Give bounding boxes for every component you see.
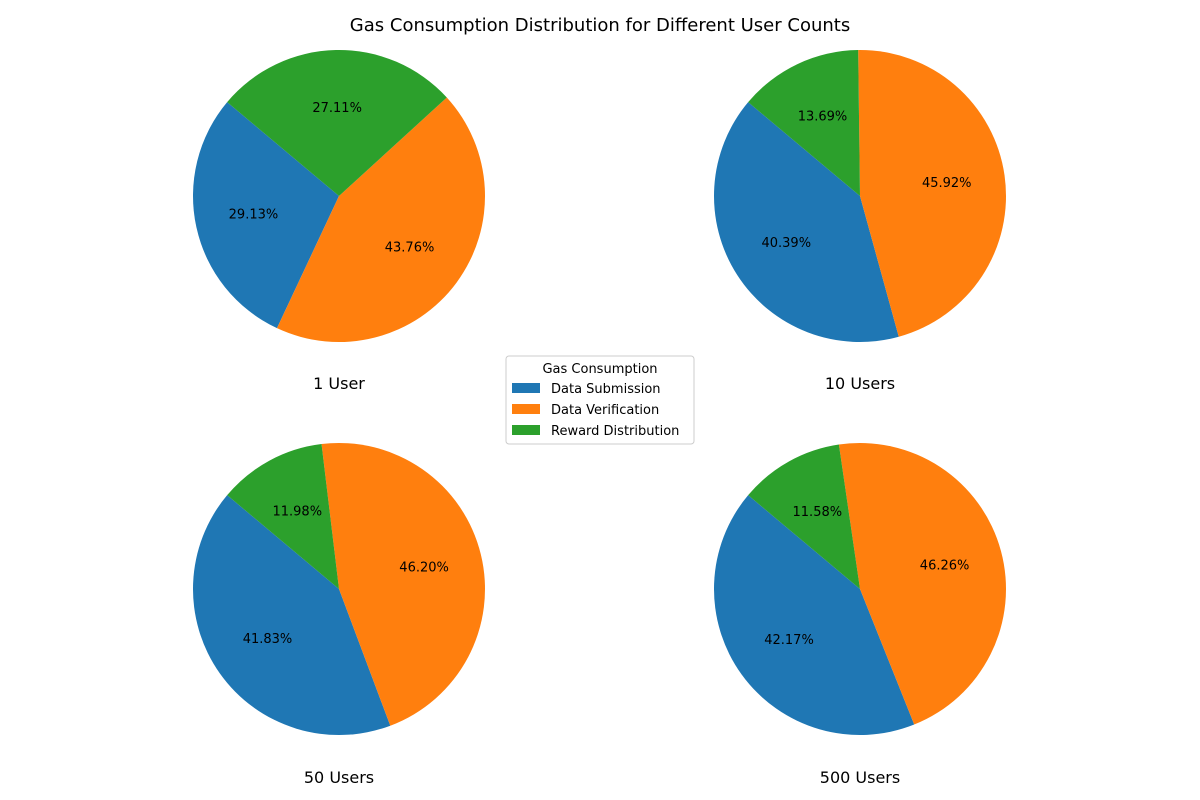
legend: Gas Consumption Data Submission Data Veri…: [505, 355, 695, 445]
pie-subtitle: 10 Users: [825, 374, 895, 393]
pie-slice-data-submission: [193, 102, 339, 329]
pie-slice-data-verification: [321, 443, 486, 726]
legend-swatch: [512, 404, 540, 414]
slice-percent-label: 11.58%: [793, 505, 843, 520]
pie-1: 40.39% 45.92% 13.69% 10 Users: [714, 50, 1007, 393]
pie-subtitle: 50 Users: [304, 768, 374, 787]
slice-percent-label: 11.98%: [272, 504, 322, 519]
legend-swatch: [512, 383, 540, 393]
legend-entry-label: Data Submission: [551, 382, 661, 397]
legend-title: Gas Consumption: [542, 362, 657, 377]
pie-slice-reward-distribution: [748, 444, 860, 589]
pie-slice-reward-distribution: [748, 50, 860, 196]
slice-percent-label: 13.69%: [798, 109, 848, 124]
slice-percent-label: 29.13%: [229, 207, 279, 222]
legend-box: [505, 355, 695, 445]
slice-percent-label: 41.83%: [243, 632, 293, 647]
legend-entry-label: Data Verification: [551, 403, 659, 418]
pie-subtitle: 500 Users: [820, 768, 900, 787]
slice-percent-label: 43.76%: [385, 240, 435, 255]
pie-subtitle: 1 User: [313, 374, 365, 393]
slice-percent-label: 46.26%: [920, 559, 970, 574]
slice-percent-label: 40.39%: [761, 236, 811, 251]
legend-entry-label: Reward Distribution: [551, 424, 679, 439]
pie-slice-data-submission: [714, 102, 899, 342]
pie-grid: 29.13% 43.76% 27.11% 1 User 40.39% 45.92% 13.6…: [192, 50, 1007, 787]
pie-2: 41.83% 46.20% 11.98% 50 Users: [192, 443, 486, 787]
slice-percent-label: 42.17%: [764, 633, 814, 648]
pie-slice-data-verification: [838, 443, 1006, 725]
chart-title: Gas Consumption Distribution for Differe…: [350, 15, 850, 36]
pie-3: 42.17% 46.26% 11.58% 500 Users: [714, 443, 1006, 787]
pie-0: 29.13% 43.76% 27.11% 1 User: [193, 50, 486, 393]
pie-slice-data-verification: [858, 50, 1007, 337]
pie-slice-reward-distribution: [227, 50, 447, 197]
legend-swatch: [512, 425, 540, 435]
pie-slice-reward-distribution: [227, 444, 339, 589]
pie-slice-data-submission: [714, 495, 915, 735]
pie-slice-data-submission: [192, 495, 391, 735]
slice-percent-label: 27.11%: [312, 101, 362, 116]
slice-percent-label: 46.20%: [399, 561, 449, 576]
slice-percent-label: 45.92%: [922, 176, 972, 191]
pie-slice-data-verification: [276, 97, 486, 343]
